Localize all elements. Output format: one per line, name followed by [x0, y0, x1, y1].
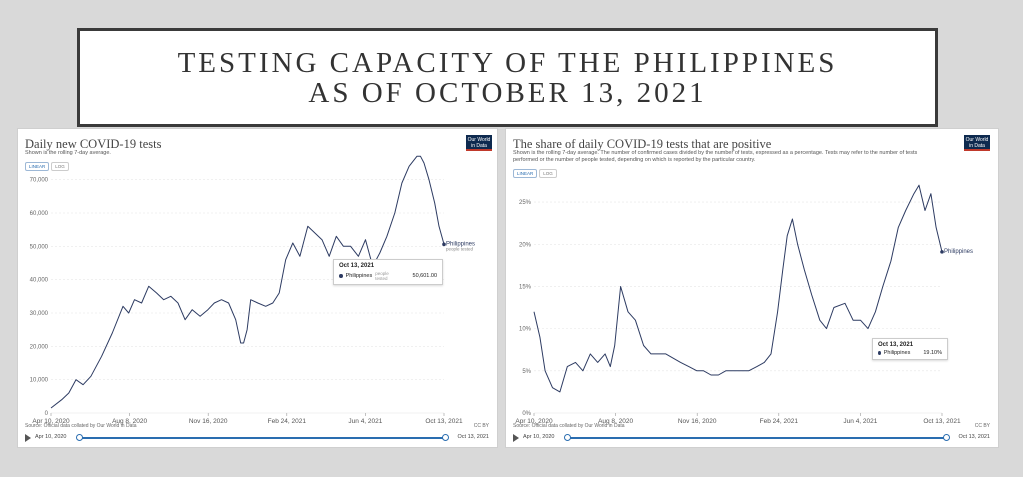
y-tick-label: 5%	[522, 369, 531, 375]
tooltip-series: Philippines	[883, 350, 911, 356]
series-end-sublabel: people tested	[446, 246, 474, 251]
tests-chart-panel: Daily new COVID-19 tests Shown is the ro…	[17, 128, 498, 448]
timeline-slider[interactable]: Apr 10, 2020 Oct 13, 2021	[513, 433, 990, 443]
tooltip-row: Philippines people tested 50,601.00	[339, 271, 437, 281]
tooltip-note: people tested	[375, 271, 389, 281]
tooltip-value: 19.10%	[923, 350, 942, 356]
y-tick-label: 20%	[519, 242, 532, 248]
timeline-end: Oct 13, 2021	[958, 434, 991, 440]
owid-logo[interactable]: Our World in Data	[466, 135, 492, 151]
chart-tooltip: Oct 13, 2021 Philippines people tested 5…	[333, 259, 443, 285]
timeline-end: Oct 13, 2021	[457, 434, 490, 440]
license-label[interactable]: CC BY	[473, 423, 489, 429]
log-toggle[interactable]: LOG	[539, 169, 557, 178]
y-tick-label: 10%	[519, 327, 532, 333]
chart-title: Daily new COVID-19 tests	[25, 137, 162, 151]
y-tick-label: 15%	[519, 284, 532, 290]
tooltip-series: Philippines	[345, 273, 373, 279]
tooltip-date: Oct 13, 2021	[878, 342, 914, 348]
series-dot-icon	[878, 351, 881, 355]
y-tick-label: 10,000	[30, 378, 49, 384]
x-tick-label: Apr 10, 2020	[32, 418, 70, 425]
y-tick-label: 20,000	[30, 344, 49, 350]
logo-text-1: Our World	[965, 137, 989, 143]
y-tick-label: 25%	[519, 200, 532, 206]
logo-text-2: in Data	[969, 143, 985, 149]
logo-text-2: in Data	[471, 143, 487, 149]
timeline-start: Apr 10, 2020	[35, 434, 67, 440]
chart-subtitle: Shown is the rolling 7-day average. The …	[513, 150, 918, 163]
timeline-start: Apr 10, 2020	[523, 434, 555, 440]
tooltip-value: 50,601.00	[412, 273, 437, 279]
log-toggle[interactable]: LOG	[51, 162, 69, 171]
series-end-point[interactable]	[442, 242, 446, 247]
play-icon[interactable]	[25, 434, 31, 442]
series-line-philippines[interactable]	[50, 155, 445, 409]
x-tick-label: Feb 24, 2021	[760, 418, 799, 425]
timeline-end-handle[interactable]	[943, 434, 950, 441]
x-tick-label: Oct 13, 2021	[923, 418, 961, 425]
chart-subtitle: Shown is the rolling 7-day average.	[25, 150, 111, 156]
timeline-slider[interactable]: Apr 10, 2020 Oct 13, 2021	[25, 433, 489, 443]
x-tick-label: Feb 24, 2021	[268, 418, 307, 425]
y-tick-label: 50,000	[30, 244, 49, 250]
timeline-track[interactable]	[79, 437, 447, 439]
x-tick-label: Aug 8, 2020	[112, 418, 147, 425]
y-tick-label: 0%	[522, 411, 531, 417]
tests-line-chart: 0 10,000 20,000 30,000 40,000 50,000 60,000 70,…	[30, 155, 475, 425]
header-title-line1: TESTING CAPACITY OF THE PHILIPPINES	[177, 46, 838, 79]
y-tick-label: 40,000	[30, 278, 49, 284]
positivity-line-chart: 0% 5% 10% 15% 20% 25% Apr 10, 2020 Aug 8, 2020 N…	[515, 184, 973, 425]
x-tick-label: Jun 4, 2021	[843, 418, 877, 425]
y-tick-label: 0	[45, 411, 49, 417]
header-banner: TESTING CAPACITY OF THE PHILIPPINES AS O…	[77, 28, 938, 127]
y-tick-label: 70,000	[30, 178, 49, 184]
license-label[interactable]: CC BY	[974, 423, 990, 429]
series-end-point[interactable]	[940, 250, 944, 254]
x-tick-label: Nov 16, 2020	[189, 418, 228, 425]
timeline-end-handle[interactable]	[442, 434, 449, 441]
header-title-line2: AS OF OCTOBER 13, 2021	[308, 76, 707, 109]
chart-tooltip: Oct 13, 2021 Philippines 19.10%	[872, 338, 948, 360]
positivity-chart-panel: The share of daily COVID-19 tests that a…	[505, 128, 999, 448]
y-tick-label: 60,000	[30, 211, 49, 217]
y-tick-label: 30,000	[30, 311, 49, 317]
timeline-start-handle[interactable]	[564, 434, 571, 441]
chart-title: The share of daily COVID-19 tests that a…	[513, 137, 772, 151]
linear-toggle[interactable]: LINEAR	[513, 169, 538, 178]
x-tick-label: Nov 16, 2020	[678, 418, 717, 425]
scale-toggle: LINEAR LOG	[513, 169, 557, 178]
owid-logo[interactable]: Our World in Data	[964, 135, 990, 151]
x-tick-label: Oct 13, 2021	[425, 418, 463, 425]
timeline-track[interactable]	[567, 437, 948, 439]
x-tick-label: Apr 10, 2020	[515, 418, 553, 425]
play-icon[interactable]	[513, 434, 519, 442]
source-note[interactable]: Source: Official data collated by Our Wo…	[25, 423, 137, 429]
x-tick-label: Aug 8, 2020	[598, 418, 633, 425]
source-note[interactable]: Source: Official data collated by Our Wo…	[513, 423, 625, 429]
tooltip-date: Oct 13, 2021	[339, 263, 375, 269]
linear-toggle[interactable]: LINEAR	[25, 162, 50, 171]
series-dot-icon	[339, 274, 343, 278]
series-line-philippines[interactable]	[533, 184, 943, 393]
tooltip-row: Philippines 19.10%	[878, 350, 942, 356]
series-end-label: Philippines	[944, 249, 973, 255]
timeline-start-handle[interactable]	[76, 434, 83, 441]
series-end-label: Philippines	[446, 241, 475, 247]
logo-text-1: Our World	[467, 137, 491, 143]
scale-toggle: LINEAR LOG	[25, 162, 69, 171]
x-tick-label: Jun 4, 2021	[348, 418, 382, 425]
